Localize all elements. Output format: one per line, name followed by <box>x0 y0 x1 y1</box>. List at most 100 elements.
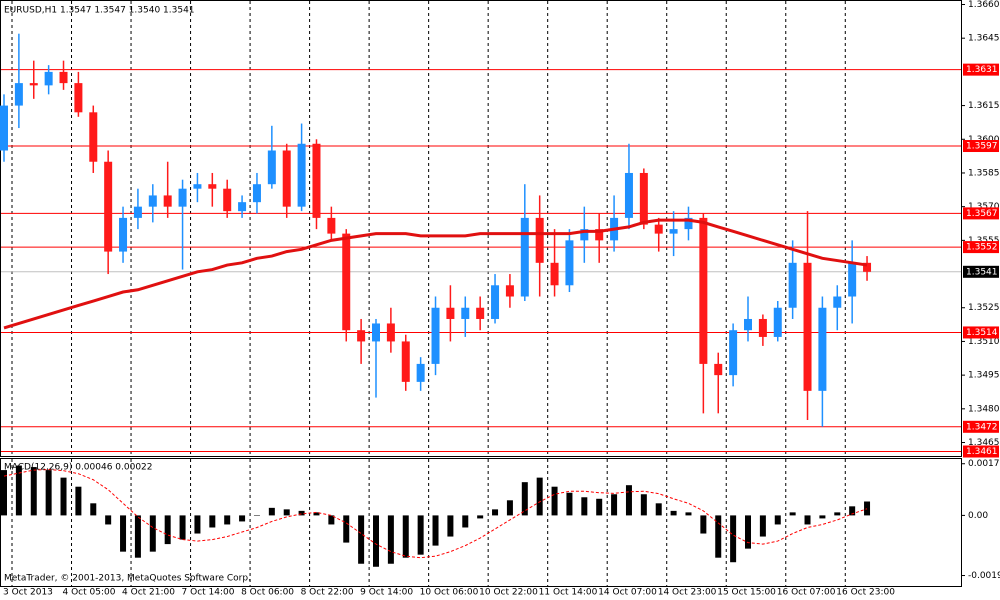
candle-body <box>133 206 142 218</box>
macd-bar <box>625 485 632 516</box>
y-tick-label: 1.3465 <box>968 438 1000 448</box>
y-tick-label: 1.3645 <box>968 34 1000 44</box>
y-tick-label: 1.3495 <box>968 371 1000 381</box>
macd-bar <box>164 515 171 545</box>
candle-body <box>654 224 663 234</box>
candle-body <box>89 112 98 162</box>
level-label: 1.3514 <box>966 328 998 338</box>
chart-title: EURUSD,H1 1.3547 1.3547 1.3540 1.3541 <box>4 6 195 16</box>
level-label-box <box>963 207 999 220</box>
level-label: 1.3631 <box>966 65 998 75</box>
candle-body <box>74 83 83 113</box>
macd-bar <box>819 515 826 519</box>
candle-body <box>491 285 500 319</box>
y-tick-label: 1.3615 <box>968 101 1000 111</box>
candle-body <box>461 307 470 319</box>
candle-body <box>386 323 395 342</box>
candle-body <box>624 172 633 218</box>
candle-body <box>178 188 187 207</box>
candle-body <box>327 217 336 234</box>
x-tick-label: 16 Oct 07:00 <box>777 588 836 598</box>
candle-body <box>372 323 380 342</box>
level-label-box <box>963 140 999 153</box>
x-tick-label: 4 Oct 21:00 <box>122 588 175 598</box>
main-panel-frame <box>0 0 962 457</box>
macd-bar <box>387 515 394 564</box>
macd-bar <box>194 515 201 534</box>
candle-body <box>148 195 157 207</box>
candle-body <box>684 217 693 230</box>
x-tick-label: 3 Oct 2013 <box>3 588 53 598</box>
macd-bar <box>343 515 350 543</box>
macd-bar <box>685 512 692 516</box>
candle-body <box>238 202 247 212</box>
candle-body <box>163 195 172 207</box>
candle-body <box>193 184 202 189</box>
macd-bar <box>209 515 216 528</box>
macd-bar <box>45 470 52 516</box>
macd-bar <box>670 510 677 516</box>
y-tick-label: 0.00171 <box>968 459 1000 469</box>
level-label: 1.3461 <box>966 447 998 457</box>
macd-bar <box>834 512 841 516</box>
candle-body <box>580 229 589 241</box>
macd-bar <box>462 515 469 528</box>
candle-body <box>535 217 544 263</box>
macd-bar <box>745 515 751 549</box>
last-price-box <box>963 265 999 278</box>
candle-body <box>788 262 797 308</box>
candle-body <box>342 233 351 331</box>
macd-bar <box>492 509 499 516</box>
x-tick-label: 4 Oct 05:00 <box>63 588 116 598</box>
candle-body <box>773 307 782 337</box>
candle-body <box>818 307 827 391</box>
macd-bar <box>268 507 275 516</box>
x-tick-label: 7 Oct 14:00 <box>182 588 235 598</box>
macd-bar <box>120 515 127 552</box>
macd-bar <box>179 515 186 540</box>
y-tick-label: 1.3480 <box>968 404 1000 414</box>
candle-body <box>729 330 738 376</box>
x-tick-label: 14 Oct 23:00 <box>658 588 717 598</box>
level-label-box <box>963 63 999 76</box>
candle-body <box>833 296 842 308</box>
macd-bar <box>566 492 573 516</box>
macd-bar <box>30 467 37 516</box>
macd-bar <box>849 506 856 516</box>
macd-bar <box>521 482 528 516</box>
y-tick-label: 0.00 <box>968 511 988 521</box>
moving-average <box>3 218 868 330</box>
y-tick-label: 1.3555 <box>968 236 1000 246</box>
candle-body <box>223 188 232 212</box>
x-tick-label: 10 Oct 06:00 <box>420 588 479 598</box>
macd-bar <box>655 503 662 516</box>
candle-body <box>44 71 53 86</box>
y-tick-label: 1.3600 <box>968 135 1000 145</box>
macd-bar <box>789 512 796 516</box>
candle-body <box>863 262 872 272</box>
macd-bar <box>551 486 558 516</box>
y-tick-label: 1.3660 <box>968 0 1000 10</box>
candle-body <box>505 285 514 297</box>
candle-body <box>267 150 276 185</box>
candle-body <box>803 262 812 391</box>
candle-body <box>59 71 68 84</box>
x-tick-label: 11 Oct 14:00 <box>539 588 598 598</box>
macd-bar <box>447 515 454 537</box>
macd-bar <box>581 497 588 516</box>
candle-body <box>14 83 23 106</box>
macd-bar <box>75 486 82 516</box>
macd-bar <box>477 515 484 519</box>
macd-bar <box>402 515 409 558</box>
y-tick-label: 1.3510 <box>968 337 1000 347</box>
macd-bar <box>358 515 365 564</box>
macd-bar <box>715 515 722 558</box>
candle-body <box>595 229 604 241</box>
level-label: 1.3472 <box>966 422 998 432</box>
candle-body <box>401 341 410 382</box>
macd-bar <box>134 515 141 558</box>
macd-bar <box>700 515 707 534</box>
candle-body <box>744 318 752 331</box>
candle-body <box>431 307 440 364</box>
